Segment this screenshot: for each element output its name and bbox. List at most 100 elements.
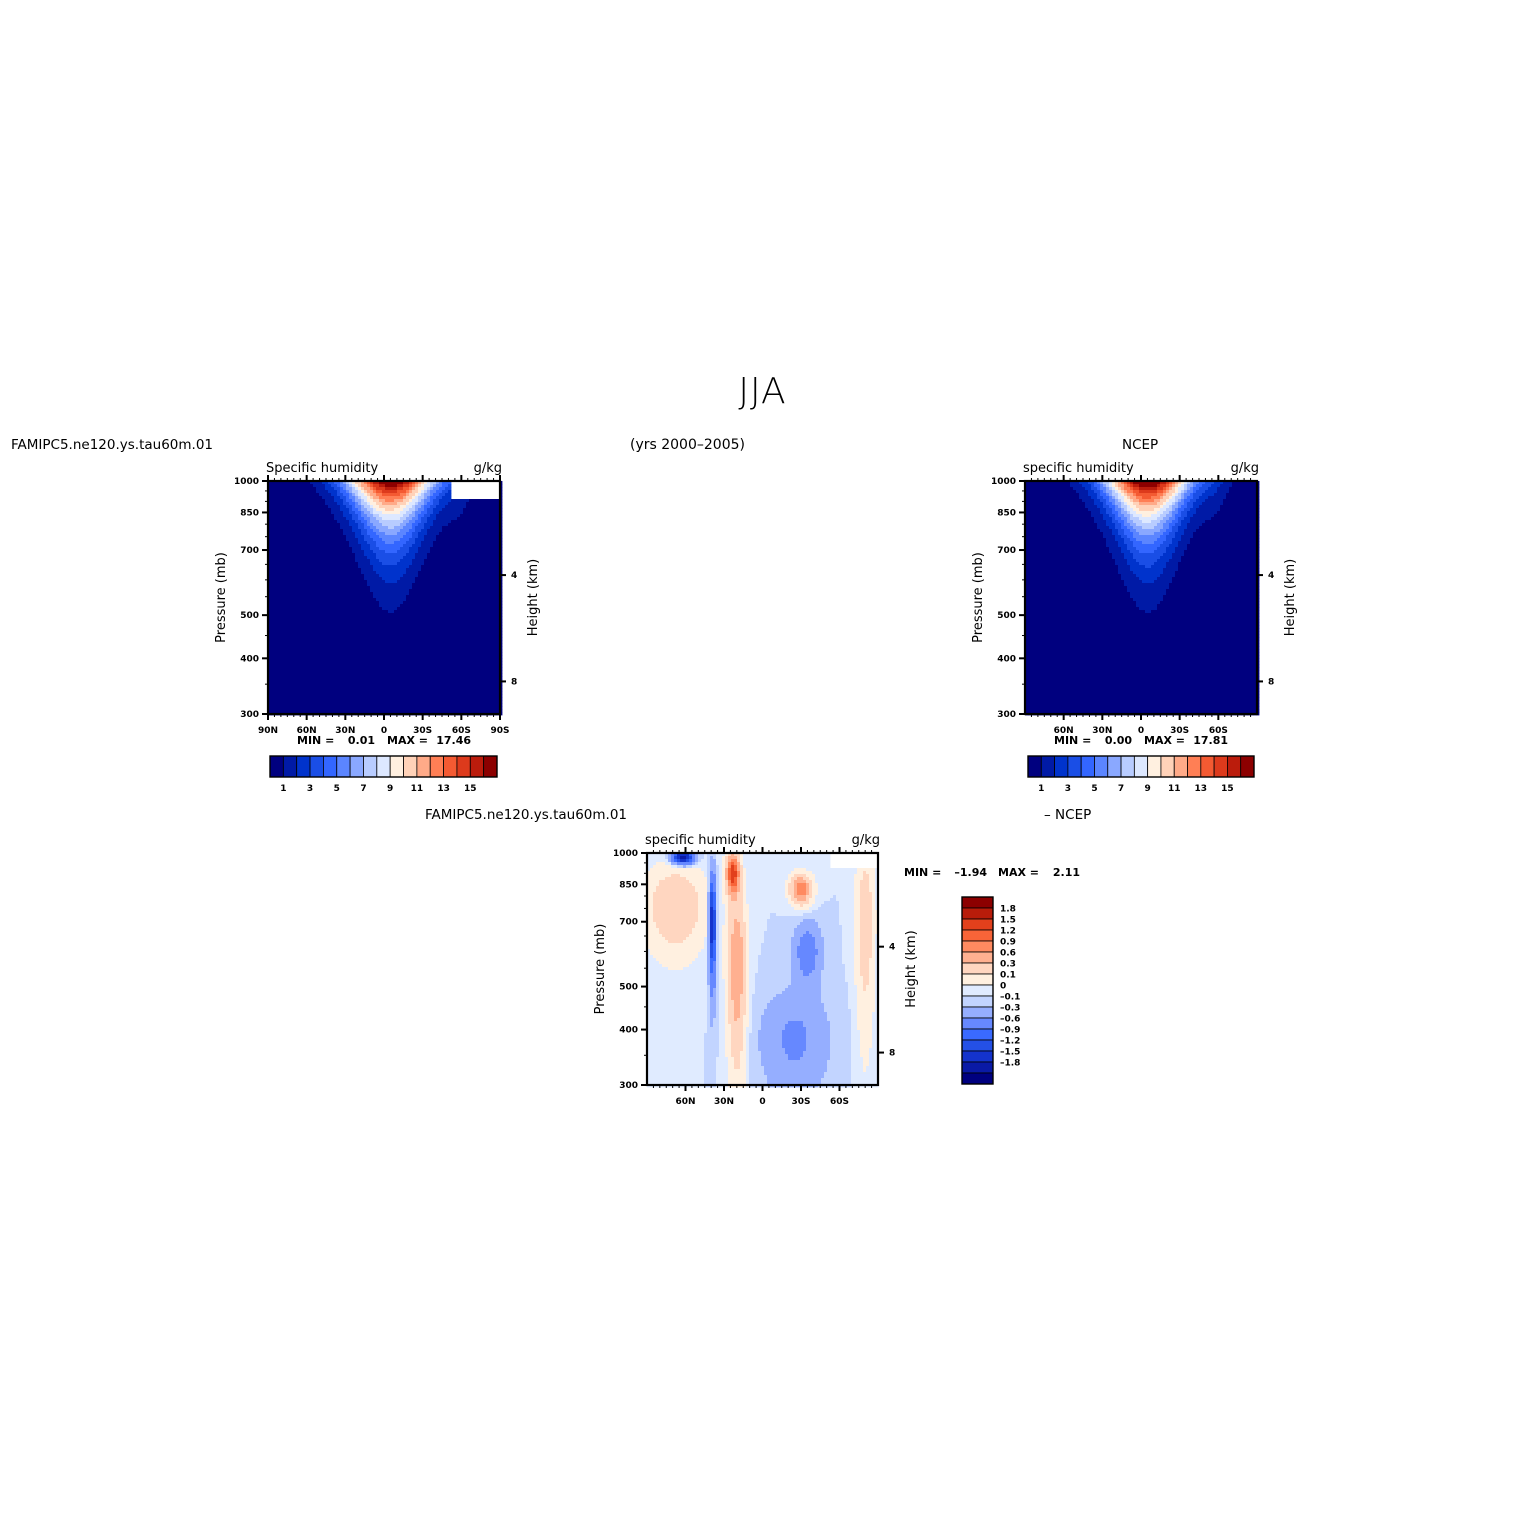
colorbar-label: –0.1 bbox=[1000, 993, 1020, 1003]
contour-field bbox=[1025, 481, 1260, 716]
latitude-tick-label: 30S bbox=[791, 1097, 810, 1107]
colorbar-label: 0 bbox=[1000, 982, 1006, 992]
colorbar-box bbox=[1187, 755, 1202, 778]
min-label: MIN = bbox=[1054, 734, 1091, 747]
pressure-tick-label: 300 bbox=[997, 710, 1016, 720]
latitude-tick-label: 30N bbox=[714, 1097, 734, 1107]
height-tick-label: 4 bbox=[511, 571, 517, 581]
y-axis-label: Pressure (mb) bbox=[214, 552, 229, 643]
colorbar-box bbox=[1054, 755, 1069, 778]
colorbar-label: 7 bbox=[360, 784, 366, 794]
pressure-tick-label: 400 bbox=[619, 1026, 638, 1036]
model-panel: 300 400 500 700 850 1000 8 4 90N 60N 30N 0 30S 60S 90S… bbox=[214, 461, 541, 794]
years-subtitle: (yrs 2000–2005) bbox=[630, 437, 745, 453]
colorbar-box bbox=[363, 755, 378, 778]
colorbar-box bbox=[961, 907, 994, 920]
colorbar-box bbox=[1027, 755, 1042, 778]
colorbar-box bbox=[1040, 755, 1055, 778]
colorbar-label: 9 bbox=[387, 784, 393, 794]
colorbar-label: 0.6 bbox=[1000, 949, 1016, 959]
colorbar-box bbox=[1080, 755, 1095, 778]
pressure-tick-label: 1000 bbox=[991, 477, 1016, 487]
latitude-tick-label: 30N bbox=[335, 726, 355, 736]
colorbar-label: 7 bbox=[1118, 784, 1124, 794]
pressure-tick-label: 1000 bbox=[613, 849, 638, 859]
colorbar-label: 13 bbox=[1195, 784, 1208, 794]
colorbar-label: –0.3 bbox=[1000, 1004, 1020, 1014]
latitude-tick-label: 60N bbox=[297, 726, 317, 736]
latitude-tick-label: 0 bbox=[759, 1097, 765, 1107]
pressure-tick-label: 700 bbox=[240, 546, 259, 556]
colorbar-box bbox=[961, 1006, 994, 1019]
max-label: MAX = bbox=[1144, 734, 1185, 747]
page-title: JJA bbox=[738, 371, 787, 412]
colorbar-box bbox=[389, 755, 404, 778]
colorbar-box bbox=[961, 1072, 994, 1085]
latitude-tick-label: 0 bbox=[1138, 726, 1144, 736]
colorbar-label: –0.9 bbox=[1000, 1026, 1020, 1036]
latitude-tick-label: 90N bbox=[258, 726, 278, 736]
pressure-tick-label: 1000 bbox=[234, 477, 259, 487]
colorbar-box bbox=[1067, 755, 1082, 778]
colorbar-label: 11 bbox=[411, 784, 424, 794]
pressure-tick-label: 700 bbox=[997, 546, 1016, 556]
contour-field bbox=[647, 853, 879, 1088]
colorbar-box bbox=[429, 755, 444, 778]
pressure-tick-label: 500 bbox=[240, 611, 259, 621]
colorbar-box bbox=[416, 755, 431, 778]
colorbar-box bbox=[1160, 755, 1175, 778]
panel-units: g/kg bbox=[474, 461, 502, 476]
height-tick-label: 4 bbox=[889, 943, 895, 953]
pressure-tick-label: 850 bbox=[240, 508, 259, 518]
colorbar-box bbox=[1147, 755, 1162, 778]
colorbar-box bbox=[282, 755, 298, 778]
colorbar-label: 0.9 bbox=[1000, 938, 1016, 948]
colorbar-label: 5 bbox=[1091, 784, 1097, 794]
panel-title-left: specific humidity bbox=[645, 833, 756, 848]
colorbar-label: 15 bbox=[1221, 784, 1234, 794]
panel-units: g/kg bbox=[1231, 461, 1259, 476]
pressure-tick-label: 500 bbox=[997, 611, 1016, 621]
pressure-tick-label: 300 bbox=[619, 1081, 638, 1091]
colorbar-label: 1.5 bbox=[1000, 916, 1016, 926]
y-axis-label-right: Height (km) bbox=[1283, 559, 1298, 636]
colorbar-box bbox=[376, 755, 391, 778]
ncep-panel: 300 400 500 700 850 1000 8 4 60N 30N 0 30S 60S specif… bbox=[971, 461, 1298, 794]
latitude-tick-label: 60S bbox=[1209, 726, 1228, 736]
colorbar-box bbox=[323, 755, 338, 778]
max-value: 17.81 bbox=[1193, 734, 1228, 747]
colorbar-box bbox=[296, 755, 311, 778]
min-label: MIN = bbox=[904, 866, 941, 879]
colorbar-box bbox=[469, 755, 485, 778]
colorbar-frame bbox=[961, 896, 994, 1085]
colorbar-box bbox=[349, 755, 364, 778]
colorbar-label: 5 bbox=[334, 784, 340, 794]
min-value: –1.94 bbox=[954, 866, 987, 879]
colorbar-box bbox=[961, 973, 994, 986]
colorbar-box bbox=[961, 1017, 994, 1030]
height-tick-label: 8 bbox=[511, 677, 517, 687]
colorbar-box bbox=[1213, 755, 1228, 778]
colorbar-box bbox=[1240, 755, 1255, 778]
colorbar-label: –0.6 bbox=[1000, 1015, 1020, 1025]
colorbar-box bbox=[961, 1050, 994, 1063]
colorbar-box bbox=[1133, 755, 1149, 778]
colorbar-label: 3 bbox=[307, 784, 313, 794]
colorbar-box bbox=[403, 755, 418, 778]
colorbar-label: 3 bbox=[1065, 784, 1071, 794]
height-tick-label: 4 bbox=[1268, 571, 1274, 581]
colorbar-box bbox=[336, 755, 351, 778]
y-axis-label-right: Height (km) bbox=[904, 930, 919, 1007]
colorbar-box bbox=[961, 962, 994, 975]
colorbar-label: 1.2 bbox=[1000, 927, 1016, 937]
colorbar-box bbox=[309, 755, 324, 778]
max-label: MAX = bbox=[387, 734, 428, 747]
colorbar-box bbox=[443, 755, 458, 778]
colorbar-label: 0.3 bbox=[1000, 960, 1016, 970]
min-value: 0.01 bbox=[348, 734, 375, 747]
colorbar-box bbox=[961, 918, 994, 931]
colorbar-box bbox=[961, 1061, 994, 1074]
colorbar-box bbox=[961, 995, 994, 1008]
colorbar-box bbox=[961, 951, 994, 964]
latitude-tick-label: 60S bbox=[830, 1097, 849, 1107]
